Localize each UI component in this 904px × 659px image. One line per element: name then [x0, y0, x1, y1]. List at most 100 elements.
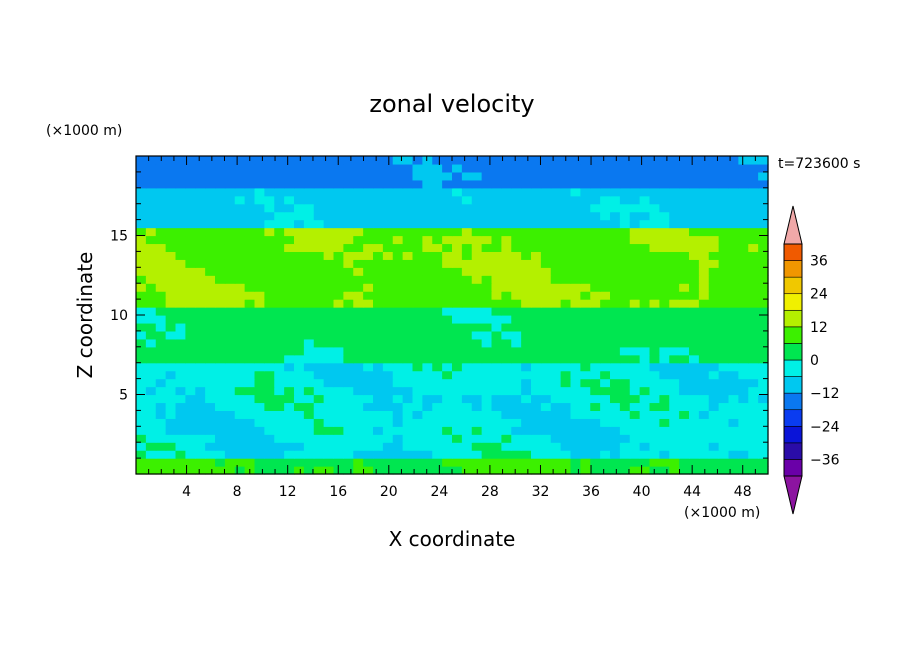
contour-cell: [363, 418, 374, 427]
contour-cell: [570, 322, 581, 332]
contour-cell: [481, 203, 493, 213]
contour-cell: [481, 410, 493, 419]
contour-cell: [343, 203, 354, 213]
contour-cell: [679, 211, 690, 221]
contour-cell: [461, 211, 473, 221]
contour-cell: [669, 466, 680, 475]
contour-cell: [452, 338, 463, 348]
contour-cell: [215, 227, 226, 237]
contour-cell: [649, 434, 660, 443]
contour-cell: [521, 243, 532, 252]
contour-cell: [521, 299, 532, 308]
contour-cell: [461, 203, 473, 213]
contour-cell: [343, 402, 354, 411]
contour-cell: [392, 179, 404, 189]
contour-cell: [639, 243, 651, 252]
contour-cell: [669, 378, 680, 388]
contour-cell: [155, 418, 167, 427]
contour-cell: [303, 227, 315, 237]
contour-cell: [323, 410, 335, 419]
contour-cell: [629, 171, 641, 181]
contour-cell: [669, 179, 680, 189]
contour-cell: [639, 378, 651, 388]
contour-cell: [145, 299, 157, 308]
contour-cell: [570, 267, 581, 276]
contour-cell: [600, 156, 611, 165]
contour-cell: [373, 434, 384, 443]
contour-cell: [175, 434, 186, 443]
contour-cell: [422, 394, 433, 404]
contour-cell: [343, 156, 354, 165]
contour-cell: [185, 434, 196, 443]
contour-cell: [600, 219, 611, 229]
contour-cell: [629, 187, 641, 197]
contour-cell: [264, 315, 275, 324]
contour-cell: [363, 426, 374, 435]
contour-cell: [600, 211, 611, 221]
contour-cell: [689, 171, 700, 181]
contour-cell: [590, 299, 601, 308]
contour-cell: [521, 171, 532, 181]
contour-cell: [155, 243, 167, 252]
contour-cell: [145, 378, 157, 388]
contour-cell: [590, 466, 601, 475]
contour-cell: [629, 315, 641, 324]
contour-cell: [540, 394, 552, 404]
contour-cell: [382, 410, 394, 419]
contour-cell: [471, 322, 483, 332]
contour-cell: [234, 291, 246, 300]
contour-cell: [422, 187, 433, 197]
contour-cell: [185, 235, 196, 245]
contour-cell: [264, 187, 275, 197]
contour-cell: [610, 211, 621, 221]
contour-cell: [560, 283, 572, 292]
contour-cell: [392, 299, 404, 308]
contour-cell: [442, 458, 453, 467]
contour-cell: [531, 307, 542, 316]
contour-cell: [205, 362, 216, 372]
contour-cell: [728, 402, 739, 411]
contour-cell: [284, 163, 295, 173]
contour-cell: [442, 219, 453, 229]
contour-cell: [531, 322, 542, 332]
contour-cell: [224, 354, 236, 364]
contour-cell: [491, 195, 502, 205]
contour-cell: [353, 458, 364, 467]
contour-cell: [679, 227, 690, 237]
contour-cell: [185, 171, 196, 181]
contour-cell: [679, 156, 690, 165]
contour-cell: [145, 283, 157, 292]
contour-cell: [580, 458, 591, 467]
contour-cell: [511, 195, 522, 205]
contour-cell: [195, 307, 206, 316]
contour-cell: [708, 235, 720, 245]
colorbar-swatch: [783, 459, 803, 477]
contour-cell: [373, 251, 384, 260]
contour-cell: [224, 163, 236, 173]
contour-cell: [659, 370, 670, 380]
contour-cell: [274, 283, 285, 292]
contour-cell: [689, 402, 700, 411]
contour-cell: [560, 346, 572, 356]
contour-cell: [412, 299, 423, 308]
contour-cell: [738, 243, 749, 252]
contour-cell: [432, 442, 443, 451]
contour-cell: [264, 450, 275, 459]
contour-cell: [422, 251, 433, 260]
contour-cell: [659, 418, 670, 427]
contour-cell: [501, 426, 512, 435]
contour-cell: [155, 442, 167, 451]
contour-cell: [452, 346, 463, 356]
contour-cell: [363, 322, 374, 332]
contour-cell: [373, 267, 384, 276]
contour-cell: [343, 394, 354, 404]
contour-cell: [708, 370, 720, 380]
contour-cell: [629, 156, 641, 165]
contour-cell: [580, 322, 591, 332]
contour-cell: [215, 171, 226, 181]
contour-cell: [195, 386, 206, 396]
contour-cell: [531, 410, 542, 419]
contour-cell: [195, 267, 206, 276]
contour-cell: [274, 386, 285, 396]
contour-cell: [748, 402, 759, 411]
